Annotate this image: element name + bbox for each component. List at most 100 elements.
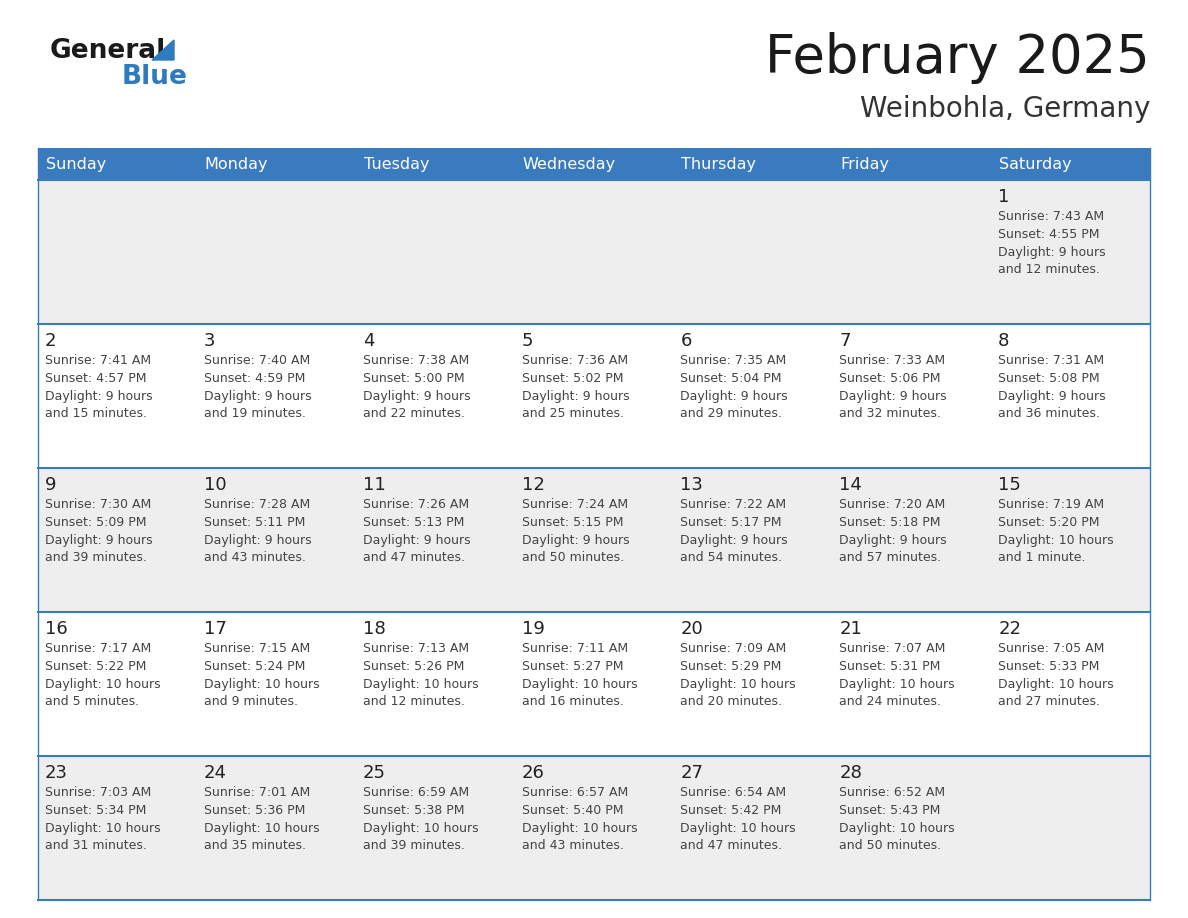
Text: 27: 27	[681, 764, 703, 782]
Text: 13: 13	[681, 476, 703, 494]
Text: Sunset: 4:59 PM: Sunset: 4:59 PM	[204, 372, 305, 385]
Text: Sunset: 4:55 PM: Sunset: 4:55 PM	[998, 228, 1100, 241]
Text: 12: 12	[522, 476, 544, 494]
Text: Sunset: 5:22 PM: Sunset: 5:22 PM	[45, 660, 146, 673]
Text: Daylight: 10 hours
and 35 minutes.: Daylight: 10 hours and 35 minutes.	[204, 822, 320, 852]
Text: Sunset: 5:09 PM: Sunset: 5:09 PM	[45, 516, 146, 529]
Text: Sunrise: 7:31 AM: Sunrise: 7:31 AM	[998, 354, 1105, 367]
Text: Sunrise: 7:36 AM: Sunrise: 7:36 AM	[522, 354, 627, 367]
Text: Daylight: 10 hours
and 1 minute.: Daylight: 10 hours and 1 minute.	[998, 534, 1114, 564]
Text: Sunset: 5:43 PM: Sunset: 5:43 PM	[839, 804, 941, 817]
Text: Sunset: 5:20 PM: Sunset: 5:20 PM	[998, 516, 1100, 529]
Text: Wednesday: Wednesday	[523, 156, 615, 172]
Text: Sunrise: 7:03 AM: Sunrise: 7:03 AM	[45, 786, 151, 799]
Text: Daylight: 10 hours
and 50 minutes.: Daylight: 10 hours and 50 minutes.	[839, 822, 955, 852]
Text: Sunset: 5:42 PM: Sunset: 5:42 PM	[681, 804, 782, 817]
Text: 18: 18	[362, 620, 385, 638]
Text: Sunrise: 7:15 AM: Sunrise: 7:15 AM	[204, 642, 310, 655]
Text: 26: 26	[522, 764, 544, 782]
Text: Daylight: 10 hours
and 43 minutes.: Daylight: 10 hours and 43 minutes.	[522, 822, 637, 852]
Text: Sunrise: 7:26 AM: Sunrise: 7:26 AM	[362, 498, 469, 511]
Bar	[833, 148, 991, 180]
Text: Sunset: 5:29 PM: Sunset: 5:29 PM	[681, 660, 782, 673]
Text: Sunrise: 7:09 AM: Sunrise: 7:09 AM	[681, 642, 786, 655]
Text: Blue: Blue	[122, 64, 188, 90]
Text: Daylight: 9 hours
and 47 minutes.: Daylight: 9 hours and 47 minutes.	[362, 534, 470, 564]
Text: Daylight: 9 hours
and 50 minutes.: Daylight: 9 hours and 50 minutes.	[522, 534, 630, 564]
Text: Sunset: 5:13 PM: Sunset: 5:13 PM	[362, 516, 465, 529]
Text: Daylight: 10 hours
and 12 minutes.: Daylight: 10 hours and 12 minutes.	[362, 678, 479, 708]
Text: Sunset: 5:33 PM: Sunset: 5:33 PM	[998, 660, 1100, 673]
Bar	[38, 324, 1150, 468]
Text: Daylight: 9 hours
and 22 minutes.: Daylight: 9 hours and 22 minutes.	[362, 390, 470, 420]
Bar	[991, 148, 1150, 180]
Text: Saturday: Saturday	[999, 156, 1072, 172]
Polygon shape	[152, 40, 173, 60]
Text: 9: 9	[45, 476, 57, 494]
Text: 11: 11	[362, 476, 385, 494]
Text: 21: 21	[839, 620, 862, 638]
Text: 7: 7	[839, 332, 851, 350]
Text: Sunset: 5:27 PM: Sunset: 5:27 PM	[522, 660, 623, 673]
Text: Sunset: 5:38 PM: Sunset: 5:38 PM	[362, 804, 465, 817]
Bar	[38, 468, 1150, 612]
Text: Sunset: 5:17 PM: Sunset: 5:17 PM	[681, 516, 782, 529]
Bar	[355, 148, 514, 180]
Text: Daylight: 9 hours
and 12 minutes.: Daylight: 9 hours and 12 minutes.	[998, 246, 1106, 276]
Text: Sunrise: 6:59 AM: Sunrise: 6:59 AM	[362, 786, 469, 799]
Text: Daylight: 9 hours
and 15 minutes.: Daylight: 9 hours and 15 minutes.	[45, 390, 152, 420]
Text: Daylight: 9 hours
and 29 minutes.: Daylight: 9 hours and 29 minutes.	[681, 390, 788, 420]
Text: 4: 4	[362, 332, 374, 350]
Text: Daylight: 10 hours
and 31 minutes.: Daylight: 10 hours and 31 minutes.	[45, 822, 160, 852]
Text: Daylight: 10 hours
and 39 minutes.: Daylight: 10 hours and 39 minutes.	[362, 822, 479, 852]
Text: Sunrise: 7:07 AM: Sunrise: 7:07 AM	[839, 642, 946, 655]
Text: Daylight: 10 hours
and 5 minutes.: Daylight: 10 hours and 5 minutes.	[45, 678, 160, 708]
Text: 22: 22	[998, 620, 1022, 638]
Text: Sunrise: 7:19 AM: Sunrise: 7:19 AM	[998, 498, 1105, 511]
Bar	[38, 180, 1150, 324]
Text: 6: 6	[681, 332, 691, 350]
Bar	[674, 148, 833, 180]
Text: Sunrise: 6:57 AM: Sunrise: 6:57 AM	[522, 786, 627, 799]
Text: Sunrise: 7:01 AM: Sunrise: 7:01 AM	[204, 786, 310, 799]
Bar	[38, 612, 1150, 756]
Text: 17: 17	[204, 620, 227, 638]
Text: 2: 2	[45, 332, 57, 350]
Text: Sunset: 5:00 PM: Sunset: 5:00 PM	[362, 372, 465, 385]
Text: Sunrise: 7:11 AM: Sunrise: 7:11 AM	[522, 642, 627, 655]
Text: 25: 25	[362, 764, 386, 782]
Text: Monday: Monday	[204, 156, 268, 172]
Text: Sunset: 5:24 PM: Sunset: 5:24 PM	[204, 660, 305, 673]
Text: Sunset: 5:06 PM: Sunset: 5:06 PM	[839, 372, 941, 385]
Text: 20: 20	[681, 620, 703, 638]
Text: Sunrise: 7:38 AM: Sunrise: 7:38 AM	[362, 354, 469, 367]
Text: Sunset: 5:34 PM: Sunset: 5:34 PM	[45, 804, 146, 817]
Text: Sunrise: 7:33 AM: Sunrise: 7:33 AM	[839, 354, 946, 367]
Text: Sunrise: 7:43 AM: Sunrise: 7:43 AM	[998, 210, 1105, 223]
Text: 19: 19	[522, 620, 544, 638]
Text: Sunrise: 6:54 AM: Sunrise: 6:54 AM	[681, 786, 786, 799]
Text: Daylight: 9 hours
and 39 minutes.: Daylight: 9 hours and 39 minutes.	[45, 534, 152, 564]
Text: Sunset: 5:04 PM: Sunset: 5:04 PM	[681, 372, 782, 385]
Bar	[38, 756, 1150, 900]
Text: Daylight: 10 hours
and 47 minutes.: Daylight: 10 hours and 47 minutes.	[681, 822, 796, 852]
Text: Sunrise: 7:22 AM: Sunrise: 7:22 AM	[681, 498, 786, 511]
Text: Daylight: 10 hours
and 16 minutes.: Daylight: 10 hours and 16 minutes.	[522, 678, 637, 708]
Text: 10: 10	[204, 476, 227, 494]
Text: 15: 15	[998, 476, 1020, 494]
Text: 23: 23	[45, 764, 68, 782]
Text: 5: 5	[522, 332, 533, 350]
Bar	[197, 148, 355, 180]
Text: Sunset: 5:31 PM: Sunset: 5:31 PM	[839, 660, 941, 673]
Text: Sunset: 5:26 PM: Sunset: 5:26 PM	[362, 660, 465, 673]
Text: Daylight: 9 hours
and 54 minutes.: Daylight: 9 hours and 54 minutes.	[681, 534, 788, 564]
Text: Daylight: 9 hours
and 43 minutes.: Daylight: 9 hours and 43 minutes.	[204, 534, 311, 564]
Text: Sunrise: 7:13 AM: Sunrise: 7:13 AM	[362, 642, 469, 655]
Text: Sunset: 5:15 PM: Sunset: 5:15 PM	[522, 516, 623, 529]
Text: Sunset: 5:36 PM: Sunset: 5:36 PM	[204, 804, 305, 817]
Bar	[514, 148, 674, 180]
Text: Sunset: 5:08 PM: Sunset: 5:08 PM	[998, 372, 1100, 385]
Text: Sunrise: 7:05 AM: Sunrise: 7:05 AM	[998, 642, 1105, 655]
Text: Sunrise: 7:35 AM: Sunrise: 7:35 AM	[681, 354, 786, 367]
Text: Daylight: 10 hours
and 24 minutes.: Daylight: 10 hours and 24 minutes.	[839, 678, 955, 708]
